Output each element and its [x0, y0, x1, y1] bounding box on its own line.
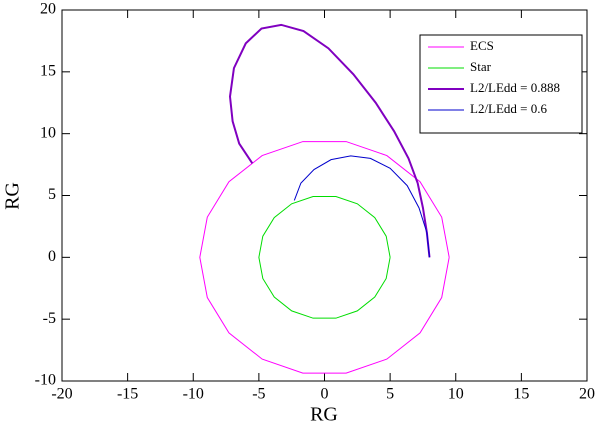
x-tick-label: -20	[51, 386, 72, 403]
x-tick-label: 15	[513, 386, 529, 403]
legend-label: L2/LEdd = 0.888	[470, 80, 560, 95]
legend-box	[419, 34, 583, 134]
legend-label: L2/LEdd = 0.6	[470, 101, 548, 116]
y-tick-label: 5	[48, 186, 56, 203]
legend-label: Star	[470, 59, 492, 74]
y-tick-label: 15	[40, 63, 56, 80]
y-axis-label: RG	[2, 182, 24, 210]
x-tick-label: 0	[321, 386, 329, 403]
y-tick-label: 10	[40, 124, 56, 141]
x-tick-label: 10	[448, 386, 464, 403]
series-line	[258, 195, 391, 319]
y-tick-label: 0	[48, 248, 56, 265]
x-tick-label: 5	[386, 386, 394, 403]
x-tick-label: -5	[252, 386, 265, 403]
legend-label: ECS	[470, 38, 494, 53]
legend: ECS Star L2/LEdd = 0.888 L2/LEdd = 0.6	[419, 34, 583, 134]
y-tick-label: 20	[40, 1, 56, 18]
y-tick-label: -10	[35, 372, 56, 389]
y-tick-label: -5	[43, 310, 56, 327]
x-tick-label: 20	[579, 386, 595, 403]
x-tick-label: -15	[117, 386, 138, 403]
series-line	[293, 155, 430, 258]
series-line	[199, 141, 450, 374]
series-line	[228, 23, 431, 258]
x-axis-label: RG	[310, 404, 338, 426]
x-tick-label: -10	[183, 386, 204, 403]
